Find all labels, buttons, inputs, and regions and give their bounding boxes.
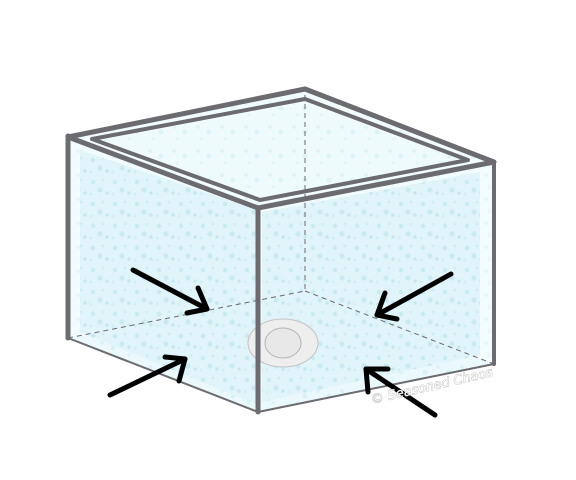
bottom-edge-left	[67, 337, 259, 413]
bottom-edge-right	[257, 363, 495, 413]
glass-front-left	[80, 150, 258, 405]
arrow-upper-right	[374, 271, 454, 322]
hidden-edge-right	[304, 290, 495, 365]
box-frame	[65, 86, 497, 415]
top-rim-outer	[65, 86, 497, 211]
arrow-lower-right	[363, 366, 438, 418]
top-rim-inner	[90, 97, 470, 202]
arrow-lower-left	[107, 354, 188, 398]
arrow-upper-left	[130, 267, 210, 316]
arrows	[107, 267, 454, 418]
center-disc	[247, 318, 319, 368]
glass-panels	[68, 89, 494, 412]
